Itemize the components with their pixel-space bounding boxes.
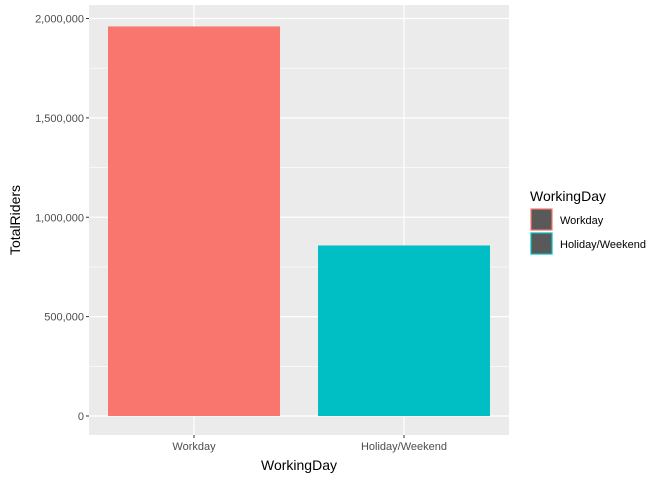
x-tick-label: Holiday/Weekend xyxy=(361,441,447,453)
y-axis-ticks: 0 500,000 1,000,000 1,500,000 2,000,000 xyxy=(35,14,89,423)
x-axis-title: WorkingDay xyxy=(261,457,337,473)
legend-label: Holiday/Weekend xyxy=(560,239,646,251)
legend: WorkingDay Workday Holiday/Weekend xyxy=(530,188,646,255)
x-tick-label: Workday xyxy=(172,441,216,453)
bar xyxy=(318,245,490,416)
legend-label: Workday xyxy=(560,215,604,227)
x-axis-ticks: Workday Holiday/Weekend xyxy=(172,435,447,453)
bar xyxy=(108,26,280,416)
legend-key xyxy=(530,208,553,231)
y-tick-label: 500,000 xyxy=(44,312,84,324)
y-tick-label: 2,000,000 xyxy=(35,14,84,26)
y-tick-label: 1,500,000 xyxy=(35,113,84,125)
y-tick-label: 1,000,000 xyxy=(35,212,84,224)
legend-title: WorkingDay xyxy=(530,188,606,204)
bars xyxy=(108,26,490,416)
legend-key xyxy=(530,232,553,255)
y-tick-label: 0 xyxy=(78,411,84,423)
y-axis-title: TotalRiders xyxy=(7,185,23,255)
